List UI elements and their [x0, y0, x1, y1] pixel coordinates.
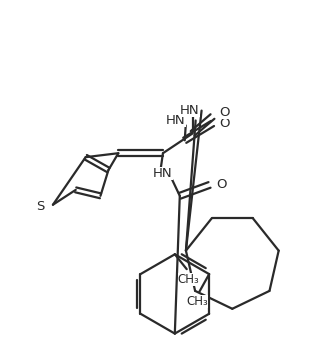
Text: CH₃: CH₃: [178, 273, 200, 286]
Text: HN: HN: [153, 166, 173, 179]
Text: CH₃: CH₃: [186, 295, 208, 309]
Text: S: S: [37, 200, 45, 213]
Text: O: O: [220, 117, 230, 130]
Text: O: O: [216, 178, 227, 191]
Text: HN: HN: [166, 114, 186, 127]
Text: O: O: [220, 106, 230, 119]
Text: HN: HN: [180, 104, 199, 117]
